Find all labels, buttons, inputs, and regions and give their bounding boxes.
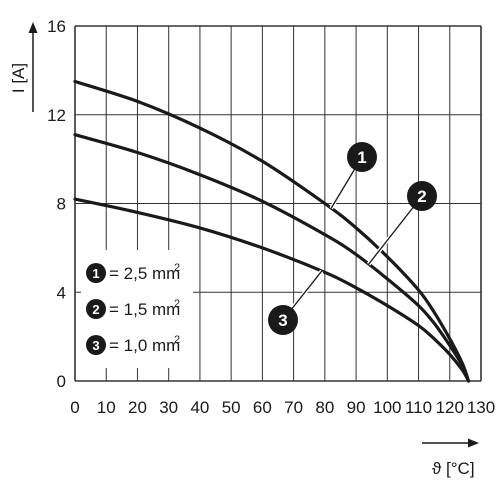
callout-marker: [268, 305, 298, 335]
x-tick-label: 20: [128, 398, 147, 417]
x-tick-label: 120: [436, 398, 464, 417]
x-tick-label: 90: [347, 398, 366, 417]
legend-marker: [86, 299, 106, 319]
callout-marker: [347, 142, 377, 172]
x-tick-label: 80: [315, 398, 334, 417]
y-tick-label: 8: [57, 195, 66, 214]
y-tick-label: 0: [57, 372, 66, 391]
x-tick-label: 40: [190, 398, 209, 417]
y-tick-label: 16: [47, 17, 66, 36]
legend-entry: = 2,5 mm: [109, 264, 180, 283]
x-tick-label: 0: [70, 398, 79, 417]
series-callouts: 1 2 3: [268, 142, 437, 335]
callout-marker: [407, 181, 437, 211]
x-tick-label: 60: [253, 398, 272, 417]
series-line-1: [73, 79, 471, 383]
y-tick-label: 12: [47, 106, 66, 125]
y-tick-label: 4: [57, 283, 66, 302]
legend-marker-number: 1: [92, 266, 99, 281]
legend-marker-number: 2: [92, 302, 99, 317]
axis-titles: I [A] ϑ [°C]: [9, 22, 479, 478]
legend-entry-exponent: 2: [174, 262, 180, 274]
callout-number: 2: [417, 187, 426, 206]
x-tick-label: 130: [467, 398, 495, 417]
legend-entry-exponent: 2: [174, 298, 180, 310]
x-axis-title: ϑ [°C]: [432, 459, 475, 478]
legend-entry: = 1,0 mm: [109, 336, 180, 355]
series-line-2: [73, 133, 471, 383]
legend-marker: [86, 263, 106, 283]
legend-entry: = 1,5 mm: [109, 300, 180, 319]
series-line-3: [73, 197, 471, 383]
x-tick-label: 110: [405, 398, 432, 417]
legend-entry-exponent: 2: [174, 334, 180, 346]
x-tick-label: 70: [284, 398, 303, 417]
x-tick-label: 100: [373, 398, 401, 417]
x-tick-label: 50: [222, 398, 241, 417]
series-lines: [73, 79, 471, 383]
legend-marker: [86, 335, 106, 355]
callout-number: 3: [278, 311, 287, 330]
y-axis-arrowhead-icon: [28, 22, 38, 33]
callout-number: 1: [357, 148, 366, 167]
y-axis-title: I [A]: [9, 63, 28, 93]
grid-lines: [74, 25, 482, 382]
legend-marker-number: 3: [92, 338, 99, 353]
x-axis-arrowhead-icon: [468, 438, 479, 448]
x-tick-label: 10: [97, 398, 116, 417]
x-tick-label: 30: [159, 398, 178, 417]
